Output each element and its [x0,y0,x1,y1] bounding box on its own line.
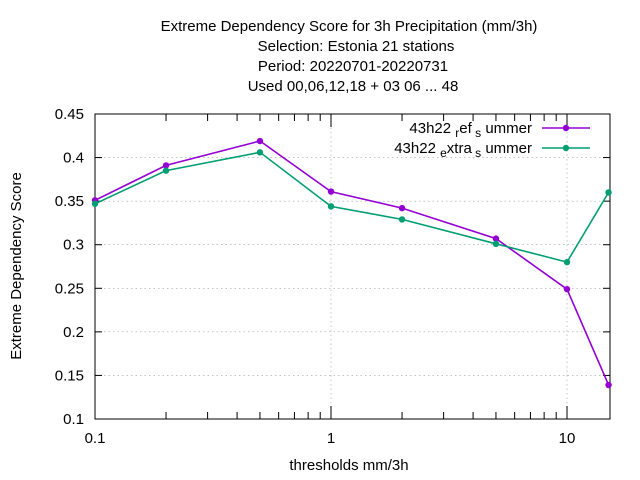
series-2-point [91,200,99,207]
series-1-point [398,204,406,212]
y-axis-label: Extreme Dependency Score [8,172,25,360]
legend-text-part: s [472,146,481,160]
legend-text-part: s [472,126,481,140]
series-2-point [327,203,335,210]
series-2-point [256,149,264,156]
legend-label-1: 43h22 ref s ummer [409,120,532,140]
legend-text-part: ummer [481,140,532,157]
y-tick-label: 0.4 [63,150,84,167]
y-tick-label: 0.1 [63,411,84,428]
series-2-point [398,216,406,223]
plot-border [94,113,611,420]
y-tick-label: 0.35 [55,193,84,210]
legend-marker-1 [562,124,570,132]
legend-text-part: ef [459,120,472,137]
series-1-point [605,381,612,389]
y-tick-label: 0.2 [63,324,84,341]
series-1-point [492,235,500,242]
legend-text-part: r [455,126,459,140]
x-tick-label: 10 [559,430,576,447]
y-tick-label: 0.45 [55,106,84,123]
x-axis-label: thresholds mm/3h [289,457,408,474]
title-line-3: Period: 20220701-20220731 [258,58,448,75]
series-2-point [605,189,612,196]
y-tick-label: 0.3 [63,237,84,254]
legend-text-part: xtra [447,140,473,157]
legend-text-part: 43h22 [409,120,455,137]
legend-label-2: 43h22 extra s ummer [394,140,532,160]
chart-title: Extreme Dependency Score for 3h Precipit… [161,18,538,95]
legend-text-part: e [440,146,447,160]
legend-marker-2 [562,144,570,152]
title-line-2: Selection: Estonia 21 stations [258,38,455,55]
series-2-point [162,167,170,174]
series-1-point [256,137,264,145]
ticks: 0.1 0.15 0.2 0.25 0.3 0.35 0.4 0.45 0.1 1 10 [55,106,610,447]
series-layer [91,137,612,389]
series-1-point [327,188,335,195]
legend-text-part: 43h22 [394,140,440,157]
series-1-point [162,162,170,169]
series-line-1 [94,140,610,386]
series-2-point [563,258,571,266]
x-tick-label: 1 [327,430,335,447]
title-line-4: Used 00,06,12,18 + 03 06 ... 48 [248,78,459,95]
y-tick-label: 0.15 [55,367,84,384]
series-line-2 [94,151,610,264]
series-2-point [492,240,500,248]
title-line-1: Extreme Dependency Score for 3h Precipit… [161,18,538,35]
legend-text-part: ummer [481,120,532,137]
grid [95,114,610,419]
series-1-point [563,285,571,293]
y-tick-label: 0.25 [55,280,84,297]
x-tick-label: 0.1 [85,430,106,447]
